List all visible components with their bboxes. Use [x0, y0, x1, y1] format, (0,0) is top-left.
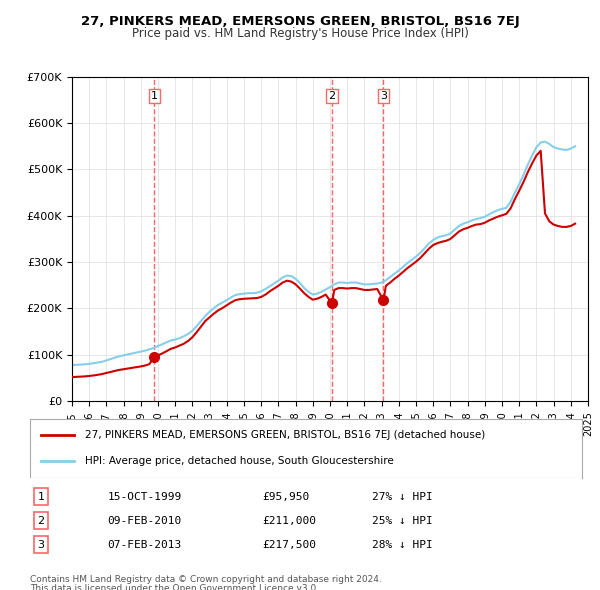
Text: £95,950: £95,950 — [262, 491, 309, 502]
Text: £217,500: £217,500 — [262, 540, 316, 550]
Text: Price paid vs. HM Land Registry's House Price Index (HPI): Price paid vs. HM Land Registry's House … — [131, 27, 469, 40]
Text: 3: 3 — [38, 540, 44, 550]
Text: 1: 1 — [151, 91, 158, 101]
Text: HPI: Average price, detached house, South Gloucestershire: HPI: Average price, detached house, Sout… — [85, 457, 394, 466]
Text: 07-FEB-2013: 07-FEB-2013 — [107, 540, 182, 550]
Text: 27, PINKERS MEAD, EMERSONS GREEN, BRISTOL, BS16 7EJ: 27, PINKERS MEAD, EMERSONS GREEN, BRISTO… — [80, 15, 520, 28]
Text: 1: 1 — [38, 491, 44, 502]
Text: Contains HM Land Registry data © Crown copyright and database right 2024.: Contains HM Land Registry data © Crown c… — [30, 575, 382, 584]
Text: 09-FEB-2010: 09-FEB-2010 — [107, 516, 182, 526]
Text: 28% ↓ HPI: 28% ↓ HPI — [372, 540, 433, 550]
Text: 2: 2 — [37, 516, 44, 526]
Text: 15-OCT-1999: 15-OCT-1999 — [107, 491, 182, 502]
Text: 27, PINKERS MEAD, EMERSONS GREEN, BRISTOL, BS16 7EJ (detached house): 27, PINKERS MEAD, EMERSONS GREEN, BRISTO… — [85, 431, 485, 440]
Text: This data is licensed under the Open Government Licence v3.0.: This data is licensed under the Open Gov… — [30, 584, 319, 590]
Text: 2: 2 — [328, 91, 335, 101]
Text: £211,000: £211,000 — [262, 516, 316, 526]
Text: 25% ↓ HPI: 25% ↓ HPI — [372, 516, 433, 526]
Text: 3: 3 — [380, 91, 387, 101]
Text: 27% ↓ HPI: 27% ↓ HPI — [372, 491, 433, 502]
